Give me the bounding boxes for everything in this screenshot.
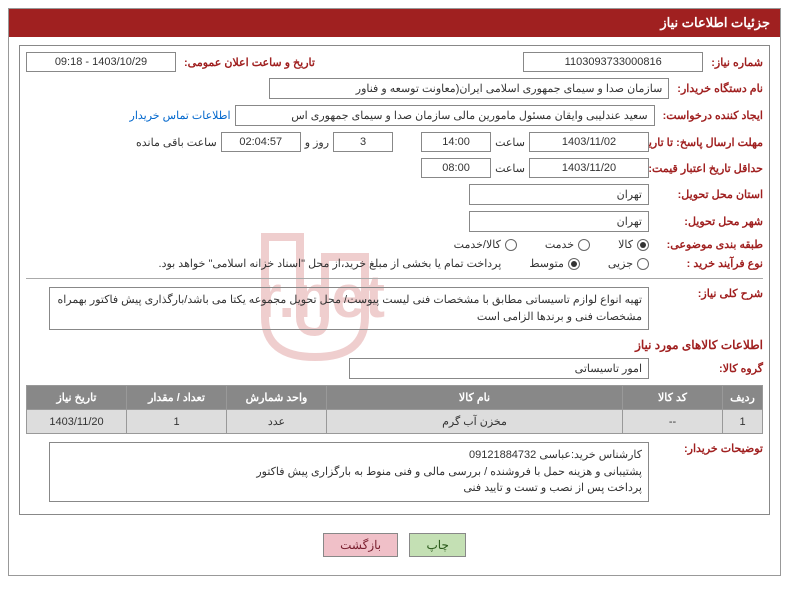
radio-medium-label: متوسط <box>529 257 564 270</box>
deadline-time: 14:00 <box>421 132 491 152</box>
requester-label: ایجاد کننده درخواست: <box>659 109 763 122</box>
radio-goods-btn[interactable] <box>637 239 649 251</box>
deadline-label: مهلت ارسال پاسخ: تا تاریخ: <box>653 136 763 149</box>
table-header-row: ردیف کد کالا نام کالا واحد شمارش تعداد /… <box>27 386 763 410</box>
goods-table: ردیف کد کالا نام کالا واحد شمارش تعداد /… <box>26 385 763 434</box>
validity-time: 08:00 <box>421 158 491 178</box>
buyer-notes-label: توضیحات خریدار: <box>653 442 763 455</box>
td-row: 1 <box>723 410 763 434</box>
remaining-days: 3 <box>333 132 393 152</box>
main-container: جزئیات اطلاعات نیاز r.net شماره نیاز: 11… <box>8 8 781 576</box>
city-label: شهر محل تحویل: <box>653 215 763 228</box>
time-label-2: ساعت <box>495 162 525 175</box>
deadline-date: 1403/11/02 <box>529 132 649 152</box>
announce-date-label: تاریخ و ساعت اعلان عمومی: <box>180 56 315 69</box>
th-unit: واحد شمارش <box>227 386 327 410</box>
row-summary: شرح کلی نیاز: تهیه انواع لوازم تاسیساتی … <box>26 287 763 330</box>
row-buyer-org: نام دستگاه خریدار: سازمان صدا و سیمای جم… <box>26 78 763 99</box>
goods-section-title: اطلاعات کالاهای مورد نیاز <box>26 338 763 352</box>
contact-link[interactable]: اطلاعات تماس خریدار <box>130 109 231 122</box>
goods-group-value: امور تاسیساتی <box>349 358 649 379</box>
row-need-number: شماره نیاز: 1103093733000816 تاریخ و ساع… <box>26 52 763 72</box>
buyer-org-label: نام دستگاه خریدار: <box>673 82 763 95</box>
details-fieldset: شماره نیاز: 1103093733000816 تاریخ و ساع… <box>19 45 770 515</box>
content-area: r.net شماره نیاز: 1103093733000816 تاریخ… <box>9 37 780 575</box>
province-value: تهران <box>469 184 649 205</box>
radio-service-btn[interactable] <box>578 239 590 251</box>
print-button[interactable]: چاپ <box>409 533 465 557</box>
city-value: تهران <box>469 211 649 232</box>
days-and-label: روز و <box>305 136 329 149</box>
page-title: جزئیات اطلاعات نیاز <box>660 15 770 30</box>
page-header: جزئیات اطلاعات نیاز <box>9 9 780 37</box>
row-requester: ایجاد کننده درخواست: سعید عندلیبی وایقان… <box>26 105 763 126</box>
back-button[interactable]: بازگشت <box>323 533 398 557</box>
td-name: مخزن آب گرم <box>327 410 623 434</box>
radio-goods-label: کالا <box>618 238 633 251</box>
payment-note: پرداخت تمام یا بخشی از مبلغ خرید،از محل … <box>159 257 502 270</box>
table-row: 1 -- مخزن آب گرم عدد 1 1403/11/20 <box>27 410 763 434</box>
th-qty: تعداد / مقدار <box>127 386 227 410</box>
radio-goods-group[interactable]: کالا <box>618 238 649 251</box>
buyer-notes-text: کارشناس خرید:عباسی 09121884732 پشتیبانی … <box>49 442 649 502</box>
category-label: طبقه بندی موضوعی: <box>653 238 763 251</box>
td-code: -- <box>623 410 723 434</box>
th-code: کد کالا <box>623 386 723 410</box>
remaining-time: 02:04:57 <box>221 132 301 152</box>
need-number-value: 1103093733000816 <box>523 52 703 72</box>
radio-medium-btn[interactable] <box>568 258 580 270</box>
row-buyer-notes: توضیحات خریدار: کارشناس خرید:عباسی 09121… <box>26 442 763 502</box>
remaining-label: ساعت باقی مانده <box>136 136 217 149</box>
button-row: چاپ بازگشت <box>19 523 770 567</box>
td-qty: 1 <box>127 410 227 434</box>
td-date: 1403/11/20 <box>27 410 127 434</box>
time-label-1: ساعت <box>495 136 525 149</box>
row-validity: حداقل تاریخ اعتبار قیمت: تا تاریخ: 1403/… <box>26 158 763 178</box>
radio-partial-btn[interactable] <box>637 258 649 270</box>
row-goods-group: گروه کالا: امور تاسیساتی <box>26 358 763 379</box>
radio-goods-service-group[interactable]: کالا/خدمت <box>454 238 517 251</box>
validity-date: 1403/11/20 <box>529 158 649 178</box>
radio-medium-group[interactable]: متوسط <box>529 257 580 270</box>
row-province: استان محل تحویل: تهران <box>26 184 763 205</box>
buyer-org-value: سازمان صدا و سیمای جمهوری اسلامی ایران(م… <box>269 78 669 99</box>
td-unit: عدد <box>227 410 327 434</box>
radio-service-label: خدمت <box>545 238 574 251</box>
th-name: نام کالا <box>327 386 623 410</box>
row-process-type: نوع فرآیند خرید : جزیی متوسط پرداخت تمام… <box>26 257 763 270</box>
radio-partial-label: جزیی <box>608 257 633 270</box>
th-date: تاریخ نیاز <box>27 386 127 410</box>
announce-date-value: 1403/10/29 - 09:18 <box>26 52 176 72</box>
province-label: استان محل تحویل: <box>653 188 763 201</box>
row-category: طبقه بندی موضوعی: کالا خدمت کالا/خدمت <box>26 238 763 251</box>
summary-text: تهیه انواع لوازم تاسیساتی مطابق با مشخصا… <box>49 287 649 330</box>
row-deadline: مهلت ارسال پاسخ: تا تاریخ: 1403/11/02 سا… <box>26 132 763 152</box>
radio-service-group[interactable]: خدمت <box>545 238 590 251</box>
goods-group-label: گروه کالا: <box>653 362 763 375</box>
requester-value: سعید عندلیبی وایقان مسئول مامورین مالی س… <box>235 105 655 126</box>
validity-label: حداقل تاریخ اعتبار قیمت: تا تاریخ: <box>653 162 763 175</box>
radio-goods-service-btn[interactable] <box>505 239 517 251</box>
radio-partial-group[interactable]: جزیی <box>608 257 649 270</box>
summary-label: شرح کلی نیاز: <box>653 287 763 300</box>
radio-goods-service-label: کالا/خدمت <box>454 238 501 251</box>
th-row: ردیف <box>723 386 763 410</box>
row-city: شهر محل تحویل: تهران <box>26 211 763 232</box>
need-number-label: شماره نیاز: <box>707 56 763 69</box>
process-type-label: نوع فرآیند خرید : <box>653 257 763 270</box>
